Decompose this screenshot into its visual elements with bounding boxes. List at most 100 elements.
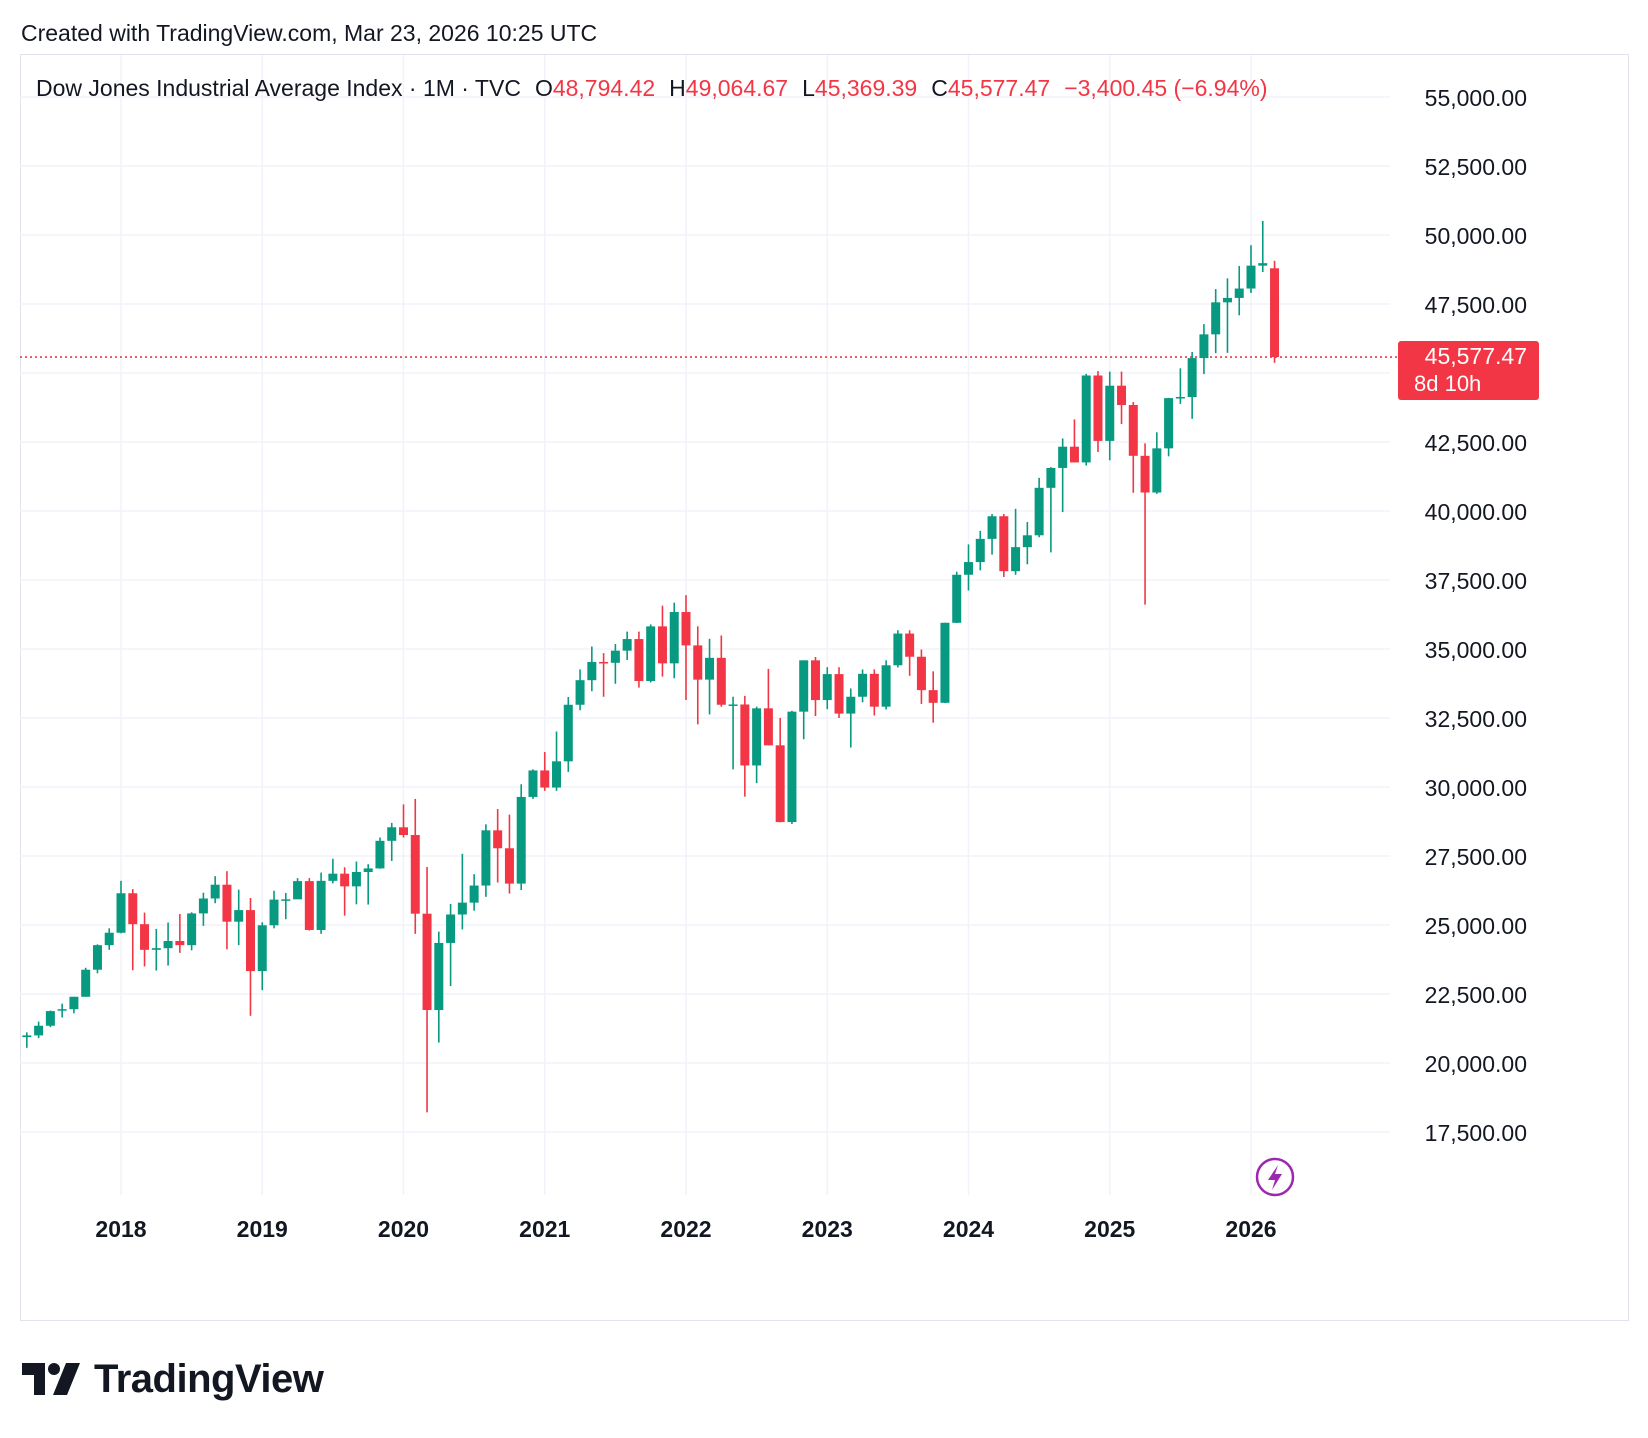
candle[interactable] xyxy=(34,1021,44,1039)
candle[interactable] xyxy=(822,667,832,710)
candle[interactable] xyxy=(858,669,868,703)
candle[interactable] xyxy=(257,922,267,991)
lightning-icon[interactable] xyxy=(1255,1157,1295,1197)
candle[interactable] xyxy=(563,697,573,772)
candle[interactable] xyxy=(504,814,514,894)
candle[interactable] xyxy=(1081,373,1091,466)
candle[interactable] xyxy=(752,706,762,784)
candle[interactable] xyxy=(234,889,244,946)
candle[interactable] xyxy=(705,638,715,715)
candle[interactable] xyxy=(987,514,997,555)
candle[interactable] xyxy=(1270,260,1280,363)
candle[interactable] xyxy=(575,669,585,711)
candle[interactable] xyxy=(210,876,220,904)
candle[interactable] xyxy=(1117,371,1127,425)
candle[interactable] xyxy=(469,874,479,911)
candle[interactable] xyxy=(846,688,856,748)
candle[interactable] xyxy=(1046,467,1056,553)
candle[interactable] xyxy=(740,695,750,797)
candle[interactable] xyxy=(1258,220,1268,272)
candle[interactable] xyxy=(669,602,679,679)
candle[interactable] xyxy=(681,595,691,701)
candle[interactable] xyxy=(175,913,185,953)
candle[interactable] xyxy=(610,644,620,684)
candle[interactable] xyxy=(163,922,173,966)
candle[interactable] xyxy=(1211,289,1221,354)
candle[interactable] xyxy=(104,928,114,950)
candle[interactable] xyxy=(728,696,738,770)
candle[interactable] xyxy=(481,824,491,897)
candle[interactable] xyxy=(1199,324,1209,375)
candle[interactable] xyxy=(351,861,361,905)
candle[interactable] xyxy=(151,928,161,971)
candle[interactable] xyxy=(622,631,632,661)
candle[interactable] xyxy=(964,544,973,591)
candle[interactable] xyxy=(92,944,102,974)
candle[interactable] xyxy=(1105,371,1115,461)
candle[interactable] xyxy=(599,653,609,697)
candle[interactable] xyxy=(587,646,597,692)
candle[interactable] xyxy=(281,892,291,920)
candle[interactable] xyxy=(1187,352,1197,419)
candle[interactable] xyxy=(198,892,208,926)
candle[interactable] xyxy=(293,878,303,900)
candle[interactable] xyxy=(787,710,797,824)
candle[interactable] xyxy=(799,660,809,740)
candle[interactable] xyxy=(387,822,397,861)
candle[interactable] xyxy=(881,660,891,710)
candle[interactable] xyxy=(399,804,408,838)
candle[interactable] xyxy=(269,890,279,929)
candle[interactable] xyxy=(434,931,444,1043)
candle[interactable] xyxy=(140,912,150,967)
candle[interactable] xyxy=(328,858,338,884)
candle[interactable] xyxy=(905,630,915,676)
candle[interactable] xyxy=(340,867,350,916)
candle[interactable] xyxy=(940,622,950,704)
candle[interactable] xyxy=(1069,419,1079,463)
candle[interactable] xyxy=(775,718,785,823)
candle[interactable] xyxy=(457,853,467,930)
candle[interactable] xyxy=(552,731,562,791)
candle[interactable] xyxy=(528,769,538,799)
candle[interactable] xyxy=(975,530,985,571)
candle[interactable] xyxy=(493,809,503,883)
candle[interactable] xyxy=(1093,371,1103,452)
candle[interactable] xyxy=(1022,522,1032,565)
candle[interactable] xyxy=(928,671,938,723)
footer-brand[interactable]: TradingView xyxy=(22,1355,324,1403)
candle[interactable] xyxy=(999,514,1009,577)
candle[interactable] xyxy=(69,996,79,1014)
candle[interactable] xyxy=(646,624,656,683)
candle[interactable] xyxy=(316,872,326,934)
candle[interactable] xyxy=(693,626,703,725)
candle[interactable] xyxy=(1164,397,1174,457)
legend-symbol[interactable]: Dow Jones Industrial Average Index · 1M … xyxy=(36,75,521,101)
candle[interactable] xyxy=(834,667,844,718)
candle[interactable] xyxy=(893,630,903,668)
candle[interactable] xyxy=(1140,443,1150,605)
candle[interactable] xyxy=(516,784,526,890)
candle[interactable] xyxy=(116,880,126,934)
candle[interactable] xyxy=(363,864,373,905)
candle[interactable] xyxy=(45,1010,55,1028)
candle[interactable] xyxy=(81,967,91,997)
candle[interactable] xyxy=(1058,438,1068,513)
candle[interactable] xyxy=(245,897,255,1016)
candle[interactable] xyxy=(1246,245,1256,293)
candle[interactable] xyxy=(304,878,314,931)
candle[interactable] xyxy=(446,904,456,986)
candle[interactable] xyxy=(810,657,820,717)
candle[interactable] xyxy=(57,1003,67,1018)
candle[interactable] xyxy=(916,649,926,704)
candle[interactable] xyxy=(410,798,420,934)
candle[interactable] xyxy=(1128,401,1138,493)
candle[interactable] xyxy=(1175,368,1185,404)
candle[interactable] xyxy=(634,631,644,688)
candle[interactable] xyxy=(222,871,232,950)
candle[interactable] xyxy=(187,912,197,951)
candle[interactable] xyxy=(1011,508,1021,575)
candle[interactable] xyxy=(422,867,432,1113)
candle[interactable] xyxy=(763,668,773,746)
candle[interactable] xyxy=(869,669,879,716)
